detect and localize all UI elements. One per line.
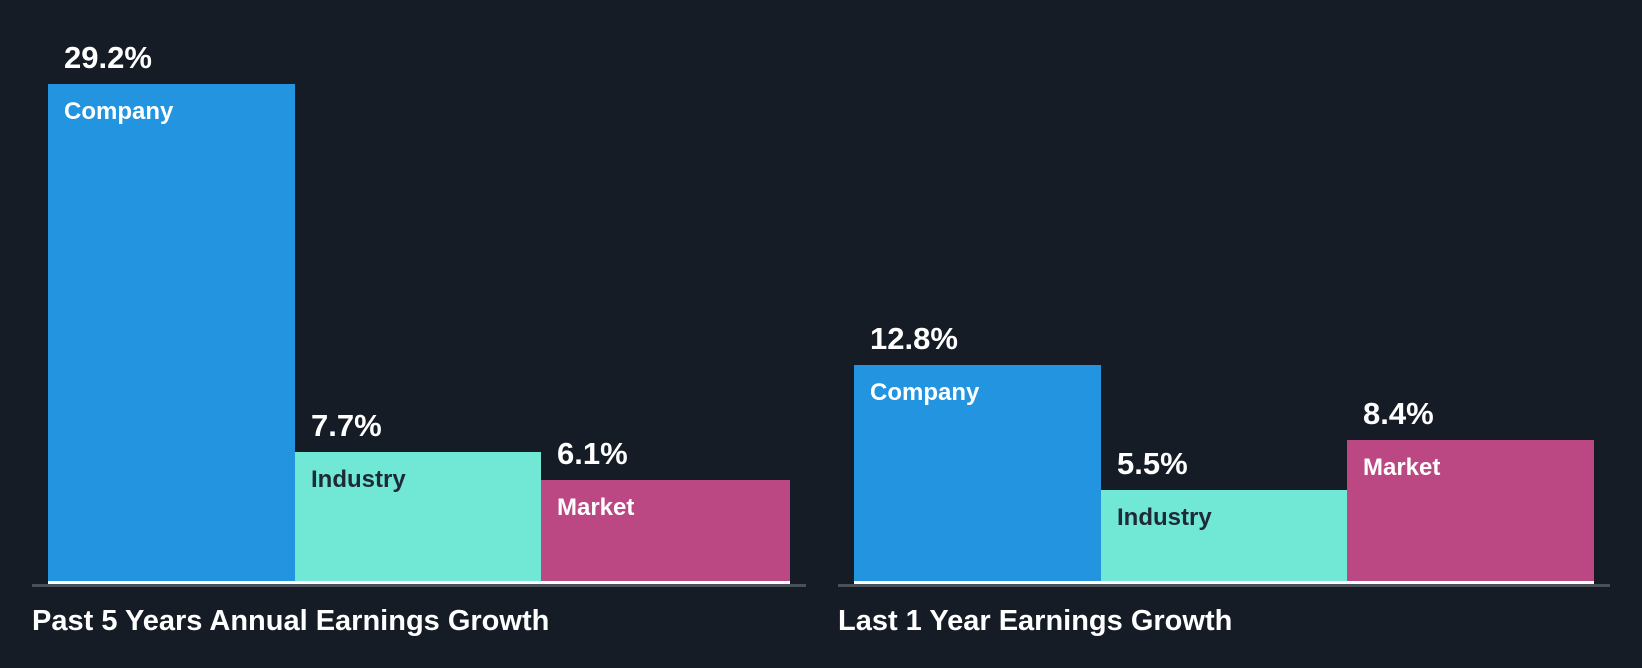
- chart-title-last-1-year: Last 1 Year Earnings Growth: [838, 605, 1233, 637]
- bar-label-market: Market: [557, 493, 635, 521]
- bar-value-company: 29.2%: [64, 40, 152, 75]
- bar-label-company: Company: [870, 378, 980, 406]
- bar-value-company: 12.8%: [870, 320, 958, 356]
- bar-label-market: Market: [1363, 454, 1441, 482]
- bar-industry: 7.7% Industry: [295, 408, 541, 584]
- bar-market: 6.1% Market: [541, 436, 790, 584]
- bar-company: 29.2% Company: [48, 40, 295, 584]
- bar-label-industry: Industry: [311, 466, 406, 494]
- bar-value-market: 6.1%: [557, 435, 628, 471]
- bar-market: 8.4% Market: [1347, 396, 1594, 584]
- panel-past-5-years: 29.2% Company 7.7% Industry 6.1% Market …: [32, 40, 806, 637]
- bar-value-industry: 5.5%: [1117, 445, 1188, 481]
- bar-value-market: 8.4%: [1363, 396, 1434, 432]
- bar-value-industry: 7.7%: [311, 408, 382, 444]
- bar-company: 12.8% Company: [854, 321, 1101, 584]
- x-axis-line: [32, 584, 806, 587]
- chart-title-past-5-years: Past 5 Years Annual Earnings Growth: [32, 605, 550, 637]
- x-axis-line: [838, 584, 1610, 587]
- bar-label-industry: Industry: [1117, 503, 1212, 531]
- bar-industry: 5.5% Industry: [1101, 446, 1347, 584]
- bar-label-company: Company: [64, 98, 174, 125]
